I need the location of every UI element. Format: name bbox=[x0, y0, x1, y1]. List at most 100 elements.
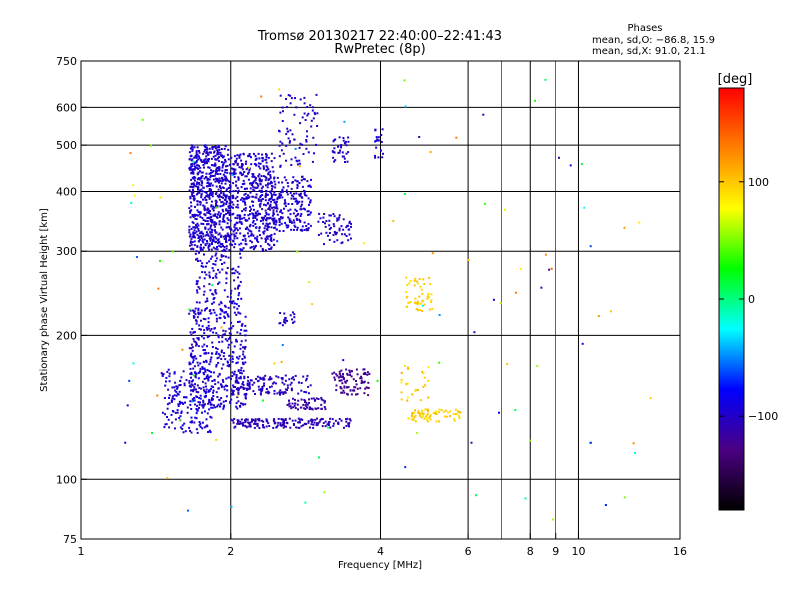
data-point bbox=[254, 393, 256, 395]
data-point bbox=[224, 235, 227, 238]
data-point bbox=[335, 231, 338, 234]
data-point bbox=[190, 163, 192, 166]
data-point bbox=[253, 426, 256, 429]
data-point bbox=[273, 243, 276, 246]
data-point bbox=[323, 401, 326, 404]
data-point bbox=[211, 292, 214, 295]
data-point bbox=[449, 415, 451, 418]
data-point bbox=[245, 197, 248, 200]
data-point bbox=[243, 216, 246, 219]
data-point bbox=[346, 392, 349, 395]
data-point bbox=[220, 226, 223, 229]
data-point bbox=[317, 220, 320, 223]
data-point bbox=[294, 147, 297, 150]
data-point bbox=[198, 397, 201, 399]
data-point bbox=[279, 165, 282, 168]
data-point bbox=[259, 234, 261, 237]
data-point bbox=[236, 307, 239, 310]
data-point bbox=[194, 383, 196, 386]
data-point bbox=[164, 413, 166, 416]
data-point bbox=[418, 278, 421, 280]
data-point bbox=[289, 221, 291, 223]
data-point bbox=[288, 399, 290, 402]
data-point bbox=[240, 369, 242, 372]
data-point bbox=[222, 407, 225, 410]
data-point bbox=[204, 158, 207, 161]
data-point bbox=[220, 187, 222, 190]
data-point bbox=[186, 411, 189, 414]
data-point bbox=[212, 155, 215, 158]
data-point bbox=[191, 193, 194, 196]
data-point bbox=[235, 405, 238, 408]
data-point bbox=[205, 388, 208, 391]
data-point bbox=[252, 245, 255, 248]
data-point bbox=[270, 226, 273, 229]
data-point bbox=[326, 423, 329, 426]
data-point bbox=[216, 194, 219, 197]
data-point bbox=[337, 421, 340, 424]
data-point bbox=[623, 226, 626, 229]
data-point bbox=[193, 240, 196, 243]
data-point bbox=[279, 422, 282, 425]
data-point bbox=[202, 198, 204, 201]
data-point bbox=[188, 381, 191, 384]
data-point bbox=[220, 182, 223, 185]
data-point bbox=[227, 211, 229, 214]
data-point bbox=[244, 197, 246, 200]
data-point bbox=[356, 393, 359, 396]
data-point bbox=[210, 356, 213, 359]
data-point bbox=[197, 158, 200, 161]
data-point bbox=[236, 361, 239, 364]
data-point bbox=[208, 189, 211, 192]
data-point bbox=[235, 374, 238, 376]
data-point bbox=[273, 389, 276, 392]
data-point bbox=[206, 217, 209, 219]
data-point bbox=[332, 422, 335, 425]
data-point bbox=[296, 403, 299, 406]
data-point bbox=[300, 208, 303, 211]
data-point bbox=[414, 420, 417, 423]
data-point bbox=[243, 235, 246, 238]
data-point bbox=[217, 181, 220, 184]
data-point bbox=[166, 403, 169, 406]
data-point bbox=[340, 369, 343, 372]
data-point bbox=[262, 165, 265, 168]
data-point bbox=[263, 227, 266, 230]
data-point bbox=[199, 216, 202, 218]
data-point bbox=[251, 185, 254, 188]
data-point bbox=[341, 151, 344, 154]
data-point bbox=[230, 388, 233, 391]
data-point bbox=[424, 384, 427, 387]
data-point bbox=[219, 313, 222, 316]
data-point bbox=[214, 162, 217, 165]
data-point bbox=[301, 185, 304, 188]
data-point bbox=[219, 214, 221, 217]
data-point bbox=[204, 234, 207, 237]
data-point bbox=[200, 193, 203, 196]
data-point bbox=[248, 169, 251, 172]
data-point bbox=[236, 394, 239, 397]
data-point bbox=[307, 392, 310, 395]
data-point bbox=[197, 171, 200, 174]
data-point bbox=[581, 342, 584, 345]
data-point bbox=[166, 477, 169, 479]
data-point bbox=[267, 183, 269, 186]
data-point bbox=[243, 329, 246, 332]
data-point bbox=[188, 225, 191, 228]
data-point bbox=[174, 411, 177, 414]
data-point bbox=[270, 189, 273, 192]
data-point bbox=[259, 180, 262, 182]
data-point bbox=[168, 380, 171, 383]
data-point bbox=[235, 227, 238, 230]
data-point bbox=[197, 401, 200, 404]
data-point bbox=[248, 229, 251, 232]
data-point bbox=[275, 425, 278, 428]
data-point bbox=[223, 214, 226, 217]
data-point bbox=[258, 427, 261, 429]
data-point bbox=[315, 93, 318, 96]
data-point bbox=[215, 438, 218, 441]
data-point bbox=[196, 337, 199, 340]
data-point bbox=[569, 164, 572, 167]
data-point bbox=[299, 122, 302, 125]
data-point bbox=[206, 328, 209, 331]
